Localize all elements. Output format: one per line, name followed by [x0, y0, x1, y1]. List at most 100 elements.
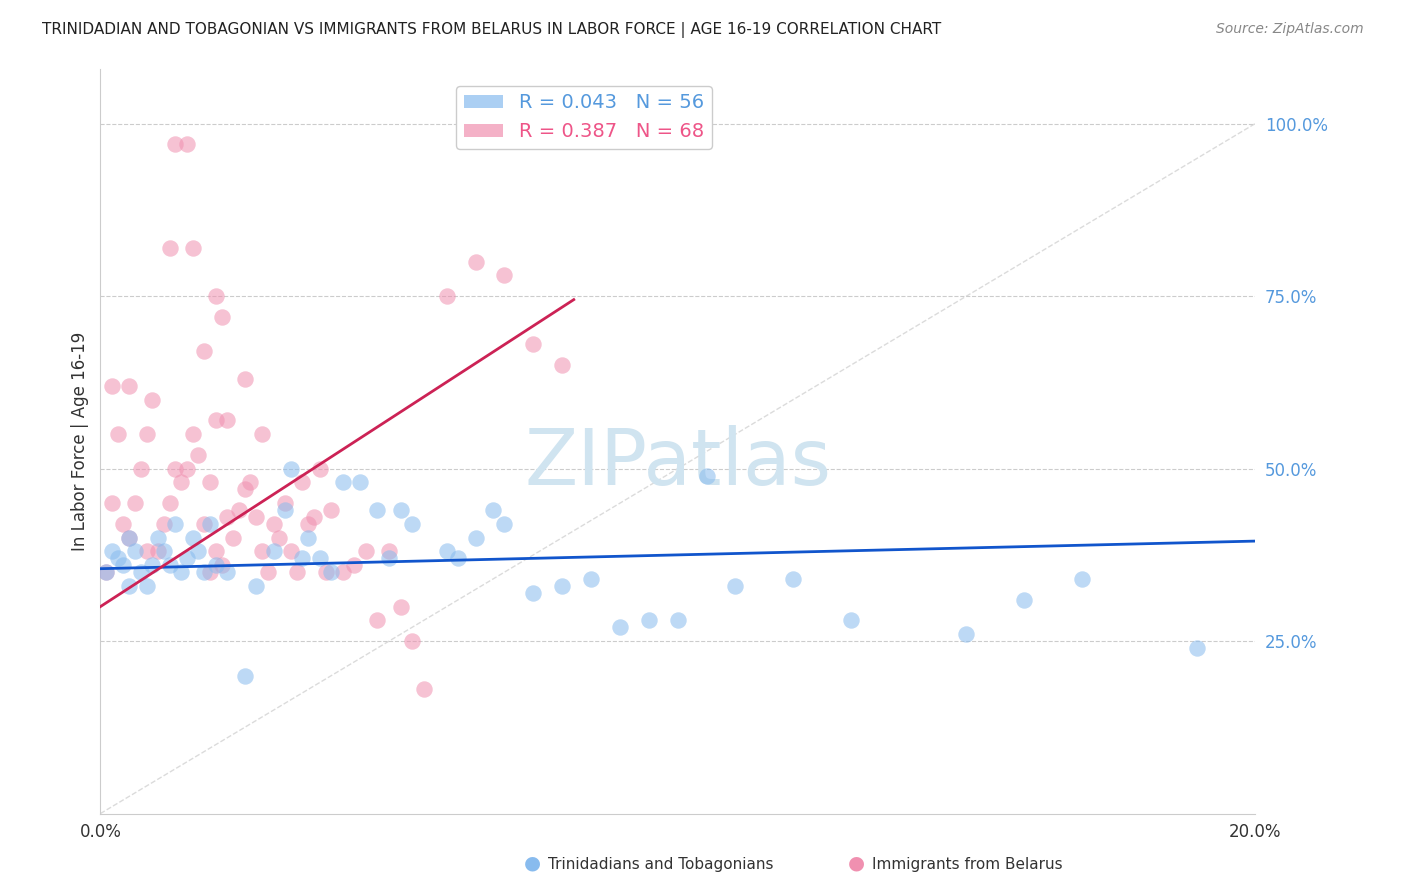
- Point: [285, 565, 308, 579]
- Point: [280, 461, 302, 475]
- Point: [233, 483, 256, 497]
- Point: [176, 461, 198, 475]
- Point: [159, 496, 181, 510]
- Point: [308, 461, 330, 475]
- Text: ●: ●: [524, 854, 541, 872]
- Point: [170, 565, 193, 579]
- Point: [494, 516, 516, 531]
- Text: TRINIDADIAN AND TOBAGONIAN VS IMMIGRANTS FROM BELARUS IN LABOR FORCE | AGE 16-19: TRINIDADIAN AND TOBAGONIAN VS IMMIGRANTS…: [42, 22, 942, 38]
- Text: Trinidadians and Tobagonians: Trinidadians and Tobagonians: [548, 857, 773, 872]
- Point: [146, 544, 169, 558]
- Point: [637, 614, 659, 628]
- Point: [609, 620, 631, 634]
- Point: [176, 551, 198, 566]
- Point: [263, 544, 285, 558]
- Point: [211, 558, 233, 573]
- Point: [124, 496, 146, 510]
- Point: [101, 496, 124, 510]
- Point: [181, 531, 204, 545]
- Point: [198, 565, 221, 579]
- Point: [464, 531, 486, 545]
- Point: [321, 503, 343, 517]
- Point: [354, 544, 377, 558]
- Point: [436, 289, 458, 303]
- Point: [118, 531, 141, 545]
- Point: [101, 544, 124, 558]
- Point: [280, 544, 302, 558]
- Text: Immigrants from Belarus: Immigrants from Belarus: [872, 857, 1063, 872]
- Point: [551, 358, 574, 372]
- Point: [256, 565, 278, 579]
- Point: [389, 503, 412, 517]
- Point: [579, 572, 602, 586]
- Point: [118, 579, 141, 593]
- Point: [447, 551, 470, 566]
- Point: [955, 627, 977, 641]
- Point: [165, 137, 187, 152]
- Point: [165, 516, 187, 531]
- Legend: R = 0.043   N = 56, R = 0.387   N = 68: R = 0.043 N = 56, R = 0.387 N = 68: [457, 86, 711, 149]
- Point: [696, 468, 718, 483]
- Text: Source: ZipAtlas.com: Source: ZipAtlas.com: [1216, 22, 1364, 37]
- Point: [181, 241, 204, 255]
- Point: [274, 503, 297, 517]
- Point: [332, 475, 354, 490]
- Point: [436, 544, 458, 558]
- Point: [401, 516, 423, 531]
- Point: [263, 516, 285, 531]
- Point: [153, 544, 176, 558]
- Point: [129, 461, 152, 475]
- Point: [494, 268, 516, 283]
- Point: [228, 503, 250, 517]
- Point: [112, 558, 135, 573]
- Point: [274, 496, 297, 510]
- Point: [839, 614, 862, 628]
- Point: [245, 510, 267, 524]
- Point: [297, 516, 319, 531]
- Point: [321, 565, 343, 579]
- Point: [522, 586, 544, 600]
- Point: [159, 241, 181, 255]
- Point: [233, 372, 256, 386]
- Point: [204, 544, 226, 558]
- Point: [343, 558, 366, 573]
- Point: [412, 682, 434, 697]
- Point: [193, 344, 215, 359]
- Point: [204, 558, 226, 573]
- Point: [135, 544, 157, 558]
- Point: [308, 551, 330, 566]
- Point: [146, 531, 169, 545]
- Point: [291, 475, 314, 490]
- Text: ●: ●: [848, 854, 865, 872]
- Point: [332, 565, 354, 579]
- Point: [551, 579, 574, 593]
- Y-axis label: In Labor Force | Age 16-19: In Labor Force | Age 16-19: [72, 332, 89, 550]
- Point: [1012, 592, 1035, 607]
- Point: [107, 427, 129, 442]
- Point: [782, 572, 804, 586]
- Point: [250, 427, 273, 442]
- Point: [204, 413, 226, 427]
- Point: [181, 427, 204, 442]
- Point: [187, 544, 209, 558]
- Point: [297, 531, 319, 545]
- Point: [233, 668, 256, 682]
- Point: [666, 614, 689, 628]
- Point: [159, 558, 181, 573]
- Point: [217, 413, 239, 427]
- Point: [378, 544, 401, 558]
- Point: [389, 599, 412, 614]
- Point: [522, 337, 544, 351]
- Point: [198, 516, 221, 531]
- Point: [94, 565, 117, 579]
- Point: [378, 551, 401, 566]
- Point: [112, 516, 135, 531]
- Point: [204, 289, 226, 303]
- Point: [366, 614, 388, 628]
- Point: [302, 510, 325, 524]
- Point: [176, 137, 198, 152]
- Point: [118, 531, 141, 545]
- Point: [269, 531, 291, 545]
- Point: [211, 310, 233, 324]
- Point: [129, 565, 152, 579]
